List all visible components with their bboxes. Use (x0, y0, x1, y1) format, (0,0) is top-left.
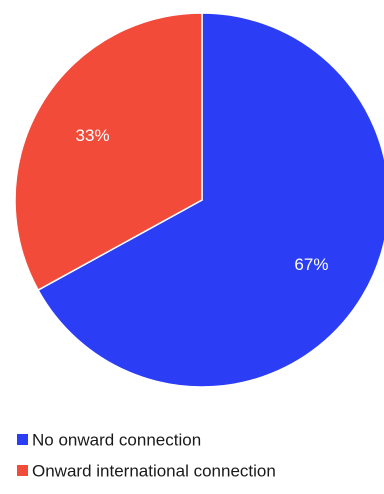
legend-item-onward-international-connection: Onward international connection (17, 462, 276, 481)
legend-label: No onward connection (32, 431, 201, 450)
pie-slice-no-onward-connection (37, 12, 384, 388)
legend-label: Onward international connection (32, 462, 276, 481)
data-label-onward-international-connection: 33% (76, 126, 110, 145)
pie-data-labels: 67% 33% (76, 126, 329, 274)
legend-swatch (17, 465, 28, 476)
pie-slice-onward-international-connection (14, 12, 203, 292)
data-label-no-onward-connection: 67% (294, 255, 328, 274)
pie-slices (14, 12, 384, 388)
legend-item-no-onward-connection: No onward connection (17, 431, 201, 450)
legend-swatch (17, 434, 28, 445)
legend: No onward connection Onward international… (17, 431, 276, 481)
